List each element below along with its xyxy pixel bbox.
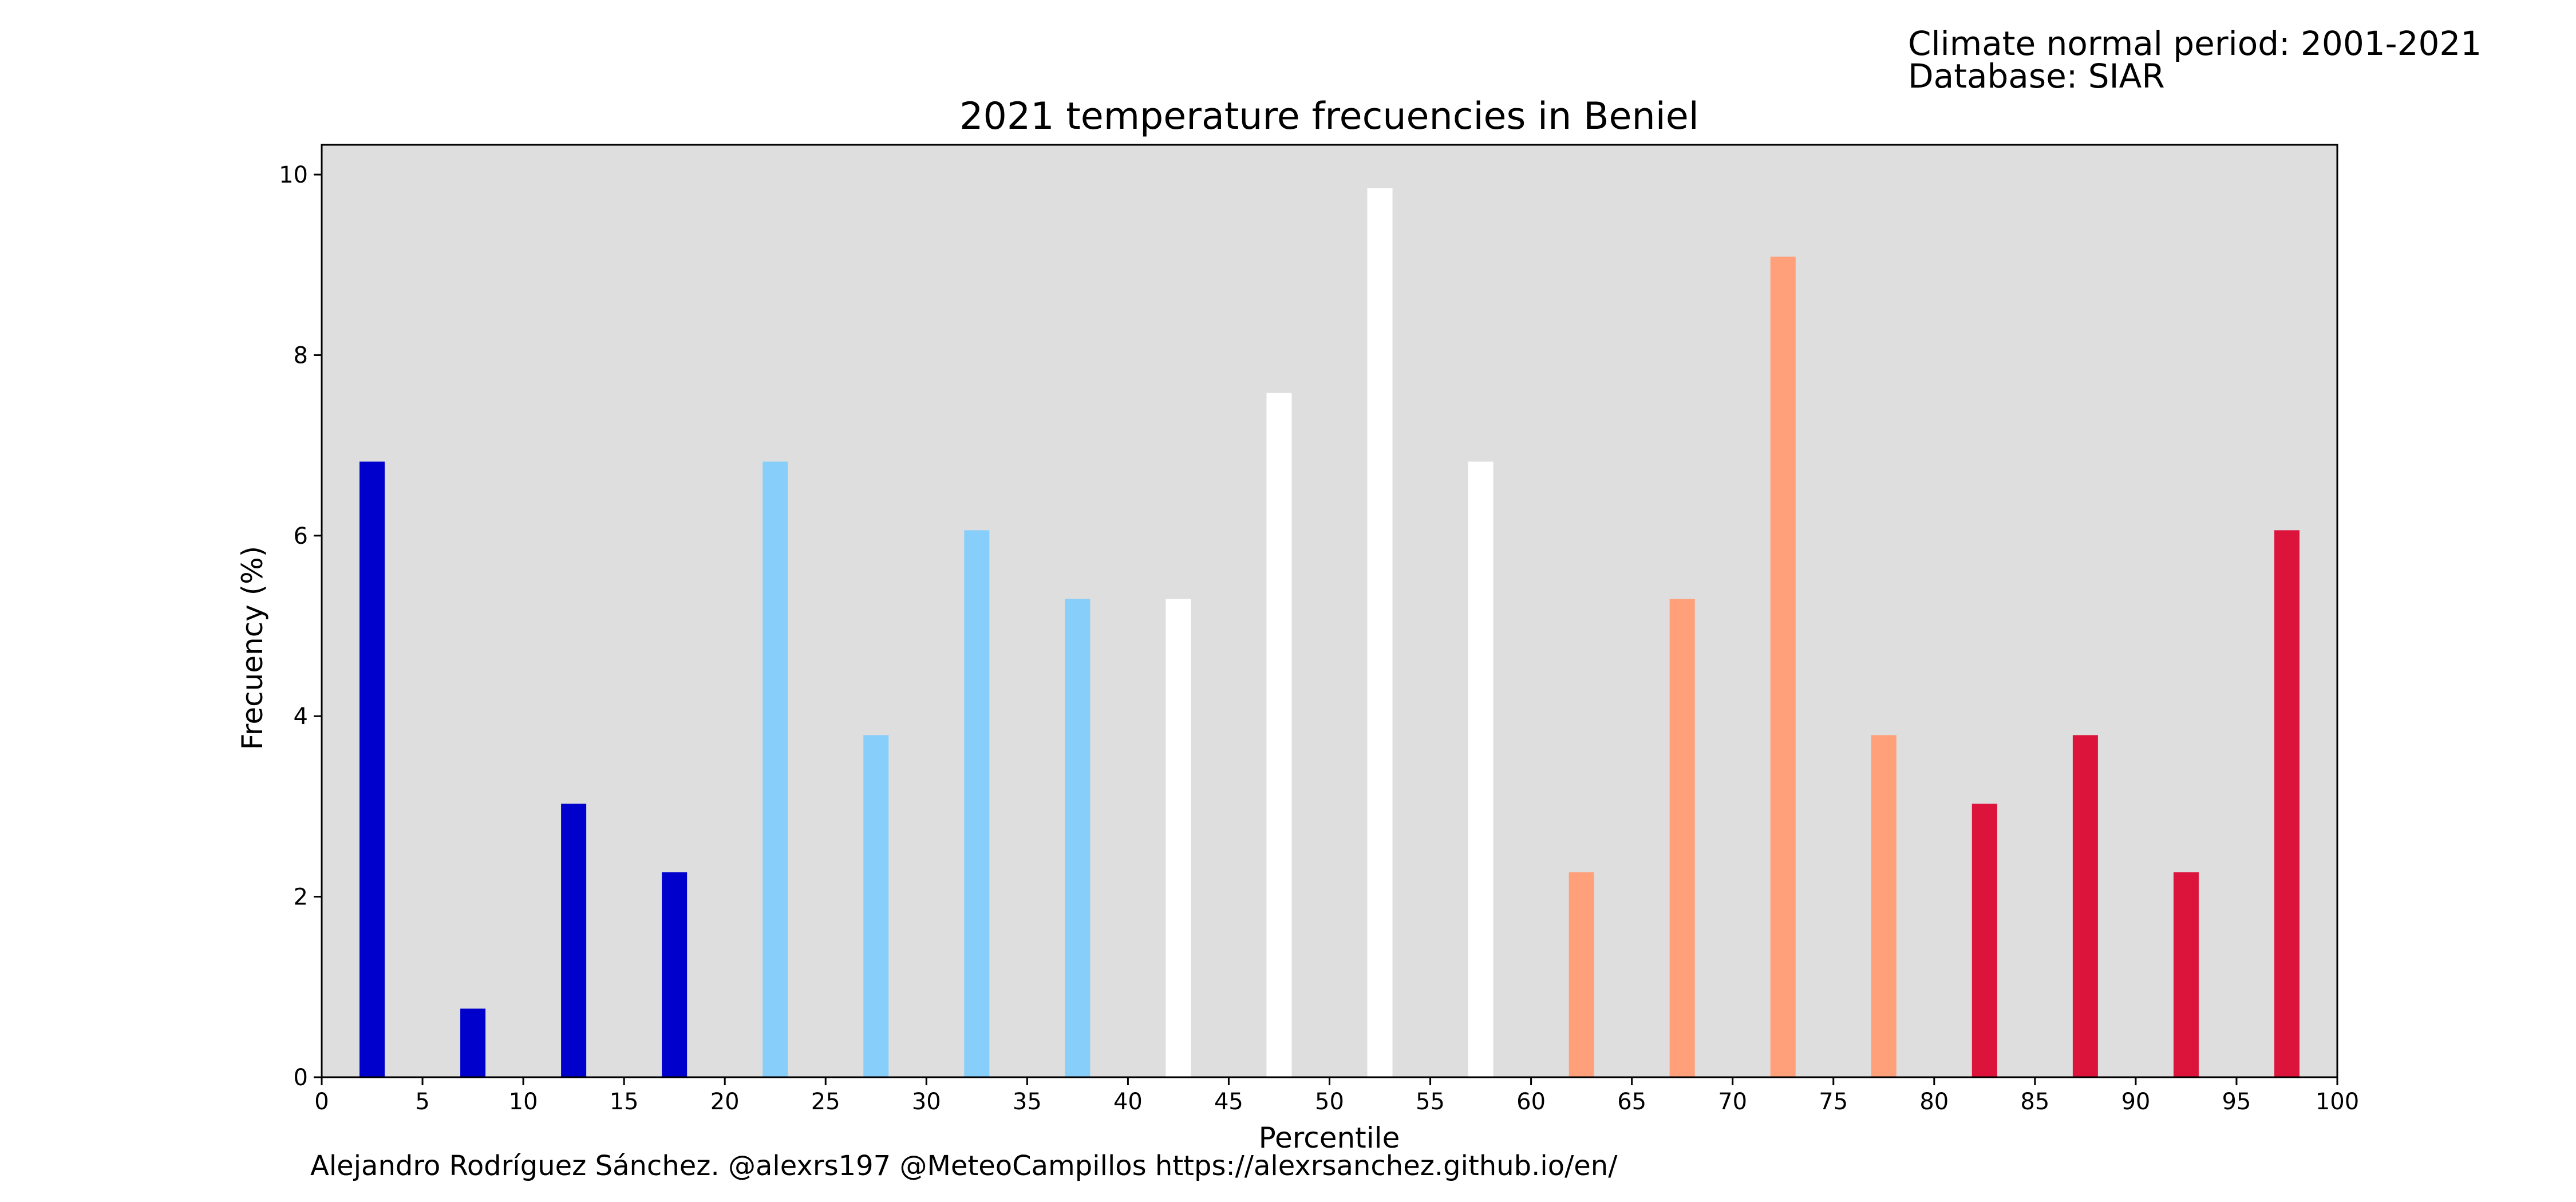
bar-14 <box>1669 599 1695 1077</box>
bar-12 <box>1468 461 1494 1077</box>
climate-period-label: Climate normal period: 2001-2021 <box>1908 24 2482 63</box>
x-tick-label: 45 <box>1214 1089 1243 1115</box>
x-tick-label: 35 <box>1013 1089 1042 1115</box>
bar-3 <box>561 804 587 1077</box>
bar-15 <box>1770 256 1796 1077</box>
x-tick-label: 85 <box>2020 1089 2049 1115</box>
bar-18 <box>2072 735 2098 1077</box>
x-tick-label: 30 <box>912 1089 941 1115</box>
x-tick-label: 65 <box>1617 1089 1646 1115</box>
bar-16 <box>1871 735 1897 1077</box>
x-tick-label: 55 <box>1416 1089 1445 1115</box>
x-tick-label: 75 <box>1819 1089 1848 1115</box>
x-tick-label: 100 <box>2316 1089 2359 1115</box>
x-tick-label: 50 <box>1315 1089 1344 1115</box>
x-tick-label: 80 <box>1919 1089 1949 1115</box>
bar-11 <box>1367 188 1393 1077</box>
x-tick-label: 60 <box>1516 1089 1546 1115</box>
x-tick-label: 25 <box>811 1089 840 1115</box>
bar-13 <box>1568 872 1594 1077</box>
y-tick-label: 10 <box>279 162 308 188</box>
y-tick-label: 6 <box>294 523 308 549</box>
y-axis: 0 2 4 6 8 10 <box>279 162 322 1091</box>
y-tick-label: 8 <box>294 342 308 369</box>
bar-2 <box>460 1009 486 1077</box>
plot-area <box>322 145 2337 1077</box>
bar-8 <box>1065 599 1091 1077</box>
x-axis-label: Percentile <box>1259 1121 1400 1154</box>
bar-20 <box>2274 530 2300 1077</box>
y-tick-label: 2 <box>294 884 308 911</box>
chart-title: 2021 temperature frecuencies in Beniel <box>959 95 1699 138</box>
x-axis: 0 5 10 15 20 25 30 35 40 45 50 55 60 65 70 75 80 85 90 95 10… <box>314 1077 2359 1115</box>
bar-1 <box>359 461 385 1077</box>
bar-9 <box>1165 599 1191 1077</box>
x-tick-label: 15 <box>610 1089 639 1115</box>
bar-17 <box>1971 804 1997 1077</box>
bar-7 <box>964 530 990 1077</box>
bar-6 <box>863 735 889 1077</box>
x-tick-label: 20 <box>710 1089 740 1115</box>
footer-credit: Alejandro Rodríguez Sánchez. @alexrs197 … <box>310 1150 1618 1182</box>
y-tick-label: 0 <box>294 1065 308 1091</box>
bar-19 <box>2173 872 2199 1077</box>
x-tick-label: 40 <box>1113 1089 1143 1115</box>
x-tick-label: 10 <box>509 1089 538 1115</box>
bar-5 <box>762 461 788 1077</box>
bar-4 <box>662 872 688 1077</box>
bars-group <box>359 188 2300 1077</box>
x-tick-label: 5 <box>415 1089 429 1115</box>
x-tick-label: 70 <box>1718 1089 1747 1115</box>
y-axis-label: Frecuency (%) <box>236 546 269 750</box>
bar-10 <box>1266 393 1292 1077</box>
database-label: Database: SIAR <box>1908 57 2165 96</box>
x-tick-label: 0 <box>314 1089 329 1115</box>
x-tick-label: 95 <box>2222 1089 2251 1115</box>
y-tick-label: 4 <box>294 703 308 730</box>
x-tick-label: 90 <box>2121 1089 2150 1115</box>
